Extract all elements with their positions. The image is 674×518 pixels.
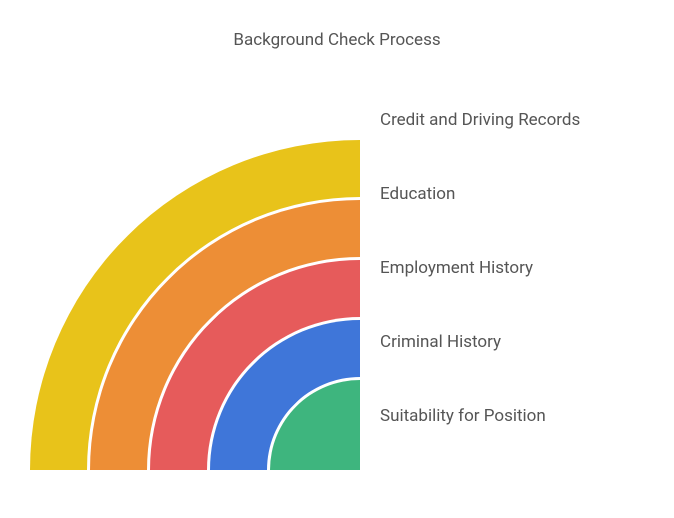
label-employment: Employment History: [380, 258, 533, 278]
label-suitability: Suitability for Position: [380, 406, 546, 426]
label-criminal: Criminal History: [380, 332, 501, 352]
label-credit-driving: Credit and Driving Records: [380, 110, 580, 130]
chart-title: Background Check Process: [0, 30, 674, 50]
radial-chart: [30, 80, 360, 470]
label-education: Education: [380, 184, 455, 204]
